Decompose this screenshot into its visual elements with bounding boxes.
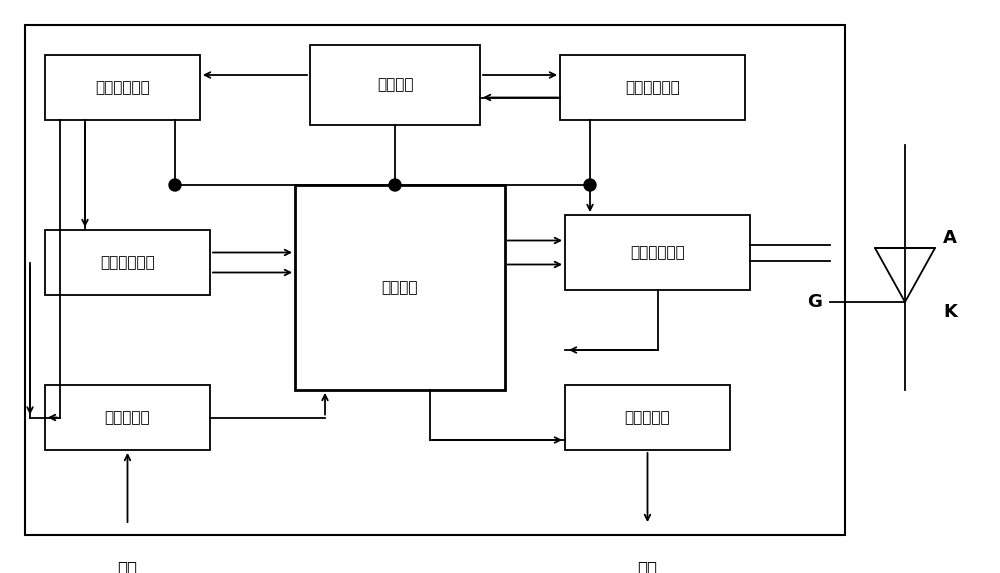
Text: 逻辑单元: 逻辑单元 xyxy=(382,280,418,295)
Text: 电压检测单元: 电压检测单元 xyxy=(100,255,155,270)
Circle shape xyxy=(584,179,596,191)
Bar xyxy=(565,215,750,290)
Bar xyxy=(45,230,210,295)
Text: 触发放大单元: 触发放大单元 xyxy=(630,245,685,260)
Bar xyxy=(310,45,480,125)
Circle shape xyxy=(169,179,181,191)
Text: A: A xyxy=(943,229,957,247)
Bar xyxy=(295,185,505,390)
Text: 跟随触发单元: 跟随触发单元 xyxy=(625,80,680,95)
Circle shape xyxy=(389,179,401,191)
Text: 光纤: 光纤 xyxy=(638,560,658,573)
Bar xyxy=(560,55,745,120)
Text: K: K xyxy=(943,303,957,321)
Text: 取能单元: 取能单元 xyxy=(377,77,413,92)
Text: 光发射单元: 光发射单元 xyxy=(625,410,670,425)
Text: 光接收单元: 光接收单元 xyxy=(105,410,150,425)
Text: 光纤: 光纤 xyxy=(118,560,138,573)
Bar xyxy=(45,55,200,120)
Bar xyxy=(25,25,845,535)
Bar xyxy=(45,385,210,450)
Bar xyxy=(565,385,730,450)
Text: 电源监视单元: 电源监视单元 xyxy=(95,80,150,95)
Text: G: G xyxy=(807,293,822,311)
